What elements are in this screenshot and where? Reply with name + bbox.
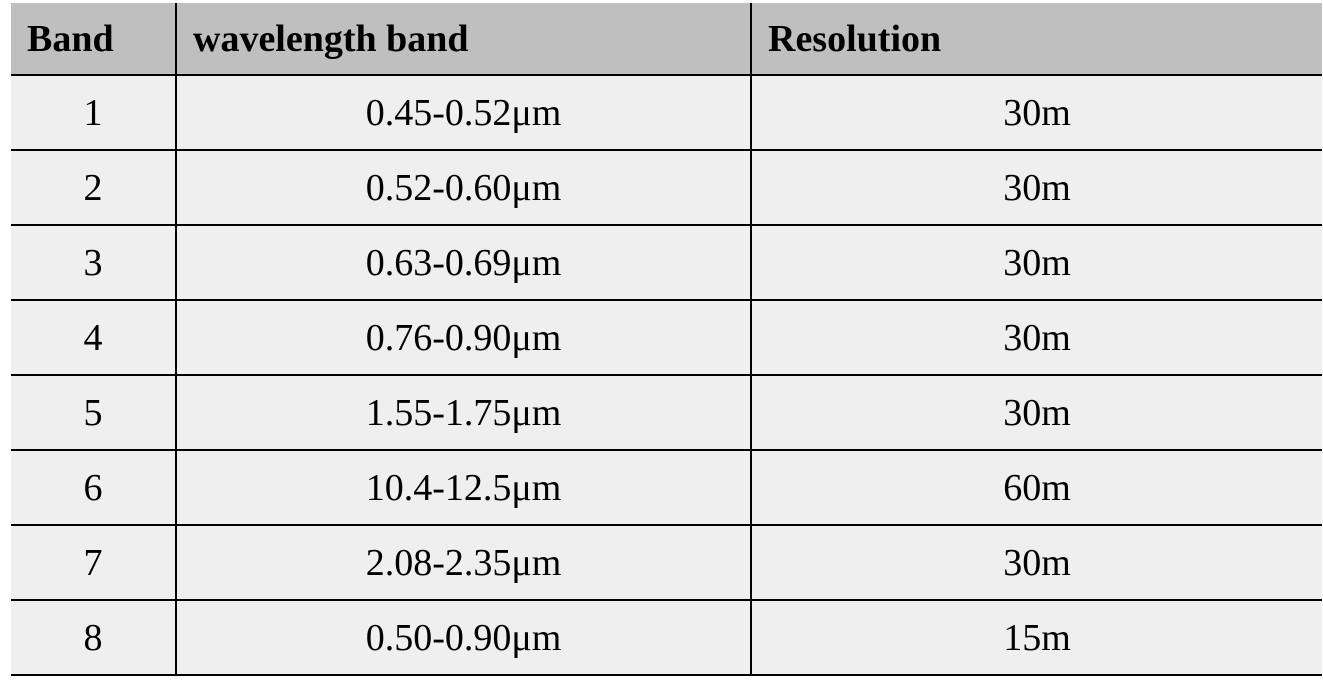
band-cell: 2	[11, 150, 176, 226]
band-cell: 6	[11, 450, 176, 526]
band-table: Band wavelength band Resolution 1 0.45-0…	[11, 3, 1322, 676]
wavelength-cell: 2.08-2.35μm	[175, 525, 751, 601]
header-wavelength-band: wavelength band	[175, 3, 751, 76]
band-cell: 7	[11, 525, 176, 601]
header-band: Band	[11, 3, 176, 76]
band-cell: 3	[11, 225, 176, 301]
table-row: 3 0.63-0.69μm 30m	[11, 225, 1322, 301]
table-row: 1 0.45-0.52μm 30m	[11, 75, 1322, 151]
wavelength-cell: 0.63-0.69μm	[175, 225, 751, 301]
band-cell: 5	[11, 375, 176, 451]
band-table-container: Band wavelength band Resolution 1 0.45-0…	[11, 3, 1322, 676]
wavelength-cell: 10.4-12.5μm	[175, 450, 751, 526]
resolution-cell: 30m	[750, 300, 1322, 376]
header-resolution: Resolution	[750, 3, 1322, 76]
table-row: 7 2.08-2.35μm 30m	[11, 525, 1322, 601]
wavelength-cell: 1.55-1.75μm	[175, 375, 751, 451]
table-row: 4 0.76-0.90μm 30m	[11, 300, 1322, 376]
table-header-row: Band wavelength band Resolution	[11, 3, 1322, 76]
table-row: 5 1.55-1.75μm 30m	[11, 375, 1322, 451]
resolution-cell: 30m	[750, 150, 1322, 226]
resolution-cell: 30m	[750, 375, 1322, 451]
resolution-cell: 30m	[750, 525, 1322, 601]
resolution-cell: 30m	[750, 75, 1322, 151]
wavelength-cell: 0.76-0.90μm	[175, 300, 751, 376]
band-cell: 1	[11, 75, 176, 151]
table-row: 6 10.4-12.5μm 60m	[11, 450, 1322, 526]
resolution-cell: 30m	[750, 225, 1322, 301]
resolution-cell: 60m	[750, 450, 1322, 526]
table-row: 2 0.52-0.60μm 30m	[11, 150, 1322, 226]
wavelength-cell: 0.52-0.60μm	[175, 150, 751, 226]
resolution-cell: 15m	[750, 600, 1322, 676]
wavelength-cell: 0.50-0.90μm	[175, 600, 751, 676]
band-cell: 8	[11, 600, 176, 676]
table-row: 8 0.50-0.90μm 15m	[11, 600, 1322, 676]
wavelength-cell: 0.45-0.52μm	[175, 75, 751, 151]
band-cell: 4	[11, 300, 176, 376]
